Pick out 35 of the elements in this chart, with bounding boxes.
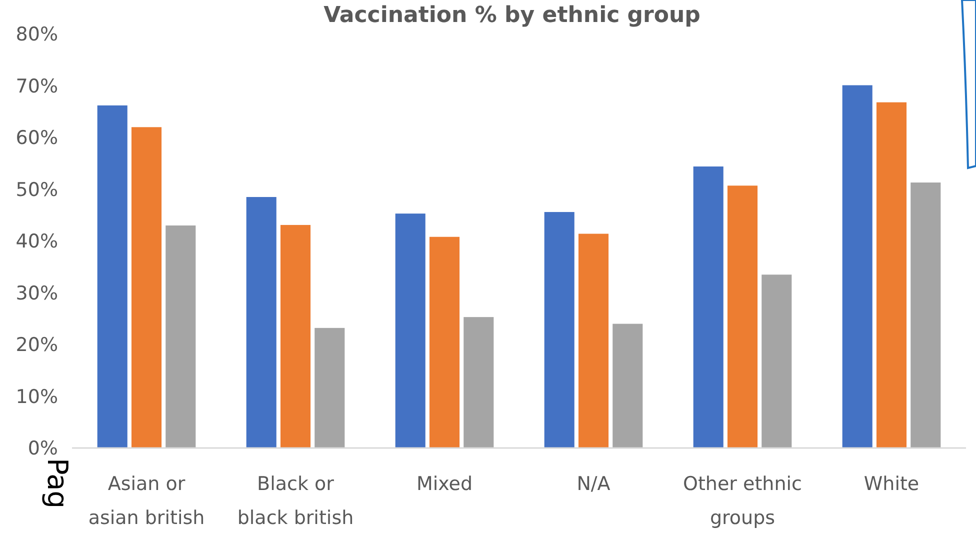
y-tick-label: 80% — [16, 24, 58, 46]
bar — [464, 317, 494, 448]
bar — [544, 212, 574, 448]
bar — [131, 127, 162, 448]
y-tick-label: 60% — [16, 127, 58, 150]
y-tick-label: 0% — [28, 438, 58, 460]
y-tick-label: 20% — [16, 334, 58, 356]
bar — [842, 85, 872, 448]
y-tick-label: 70% — [16, 75, 58, 98]
x-tick-label: N/A — [576, 473, 610, 495]
text: Pag — [41, 458, 74, 509]
bar — [395, 214, 426, 448]
y-tick-label: 30% — [16, 282, 58, 304]
bar — [578, 234, 609, 448]
bar — [727, 186, 758, 448]
x-tick-label: Asian or asian british — [88, 473, 205, 529]
bar — [910, 182, 941, 448]
bar — [612, 324, 643, 448]
x-tick-label: Mixed — [416, 473, 473, 495]
bar — [97, 105, 128, 448]
bar — [314, 328, 345, 448]
y-tick-label: 50% — [16, 178, 58, 201]
bar — [280, 224, 311, 448]
y-tick-label: 10% — [16, 386, 58, 408]
bar — [429, 236, 460, 448]
y-tick-label: 40% — [16, 230, 58, 253]
bar — [166, 225, 196, 448]
bar — [246, 197, 276, 448]
chart-title: Vaccination % by ethnic group — [324, 3, 700, 28]
bar — [876, 102, 907, 448]
bar — [693, 166, 724, 448]
bar — [762, 274, 792, 448]
x-tick-label: Other ethnic groups — [683, 473, 802, 529]
x-tick-label: Black or black british — [237, 473, 354, 529]
x-tick-label: White — [864, 473, 920, 495]
